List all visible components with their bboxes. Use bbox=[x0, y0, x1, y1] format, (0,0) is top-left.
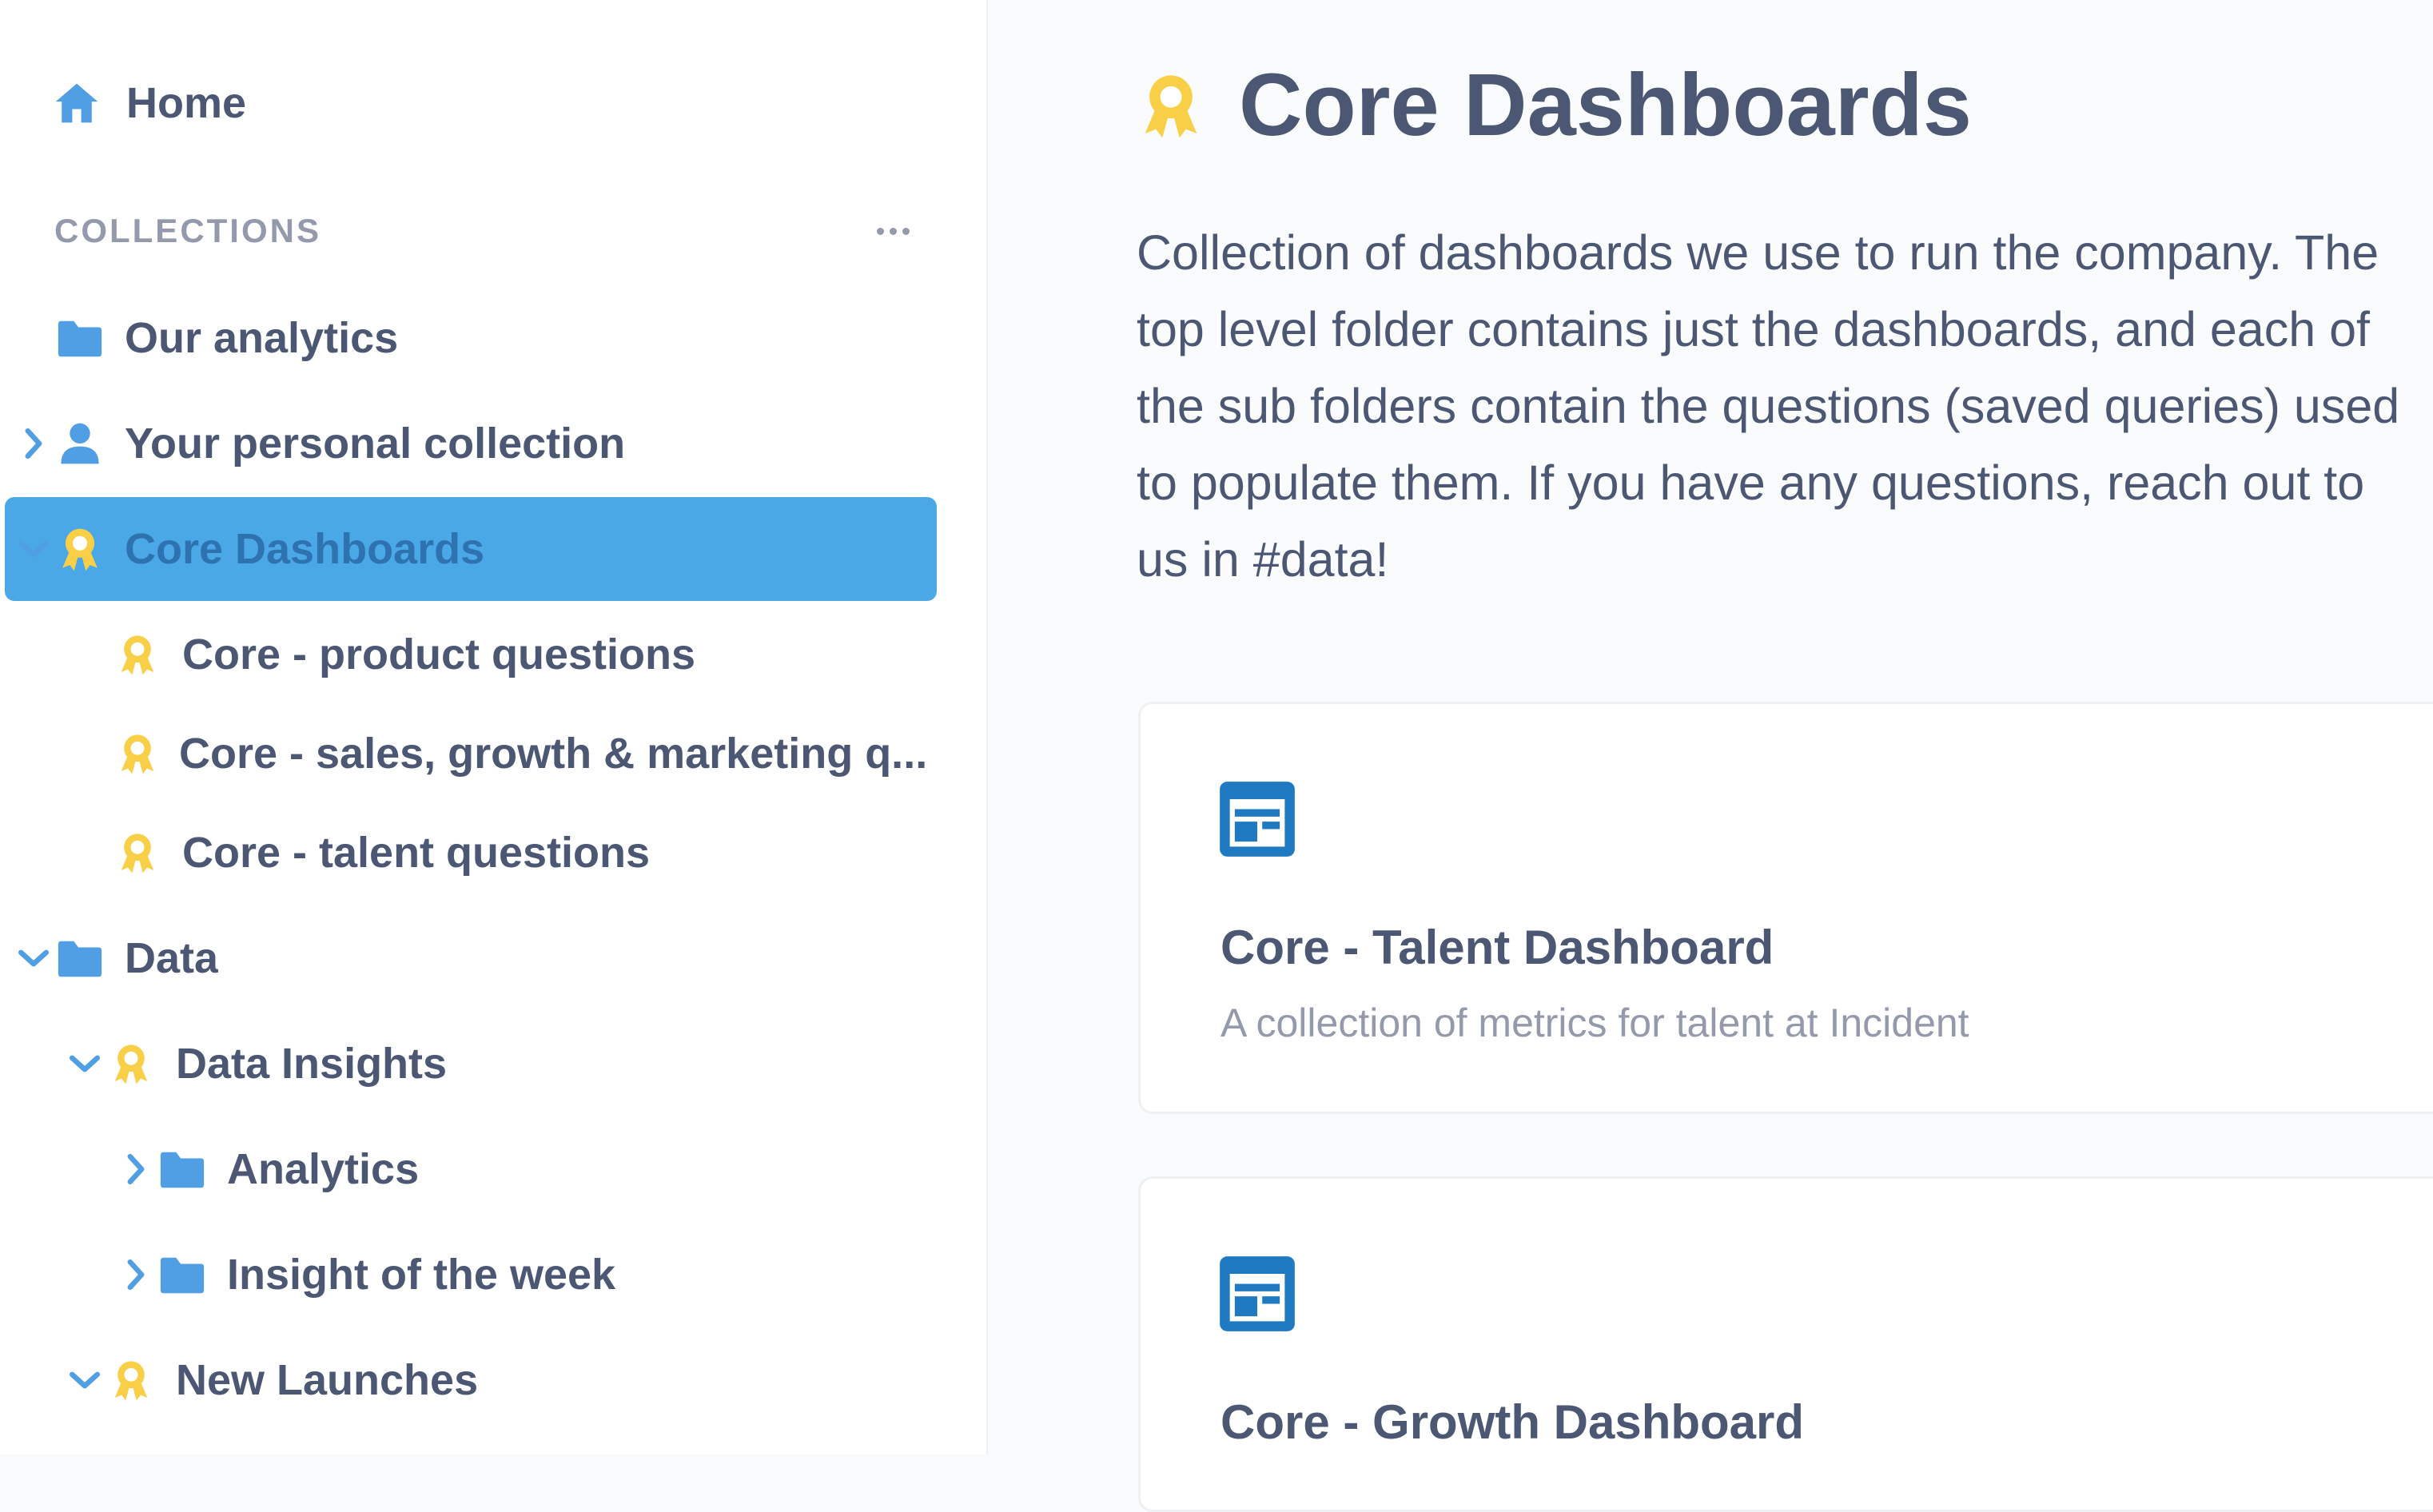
folder-icon bbox=[157, 1144, 208, 1195]
official-badge-icon bbox=[112, 827, 163, 878]
official-badge-icon bbox=[112, 728, 163, 779]
collections-header-label: COLLECTIONS bbox=[54, 212, 321, 249]
home-icon bbox=[51, 78, 102, 129]
dashboard-card-title[interactable]: Core - Talent Dashboard bbox=[1220, 921, 1774, 974]
collection-description: Collection of dashboards we use to run t… bbox=[1137, 225, 2400, 587]
sidebar-item-personal-collection[interactable]: Your personal collection bbox=[5, 392, 937, 495]
sidebar-item-new-launches[interactable]: New Launches bbox=[5, 1328, 937, 1432]
chevron-down-icon[interactable] bbox=[64, 1359, 106, 1401]
sidebar-item-core-talent-questions[interactable]: Core - talent questions bbox=[5, 801, 937, 905]
sidebar-item-label: Data bbox=[125, 934, 219, 982]
official-badge-icon bbox=[106, 1038, 157, 1089]
sidebar-item-label: Analytics bbox=[227, 1145, 420, 1193]
person-icon bbox=[54, 418, 106, 469]
more-icon[interactable] bbox=[869, 220, 918, 243]
sidebar-item-label: New Launches bbox=[176, 1356, 479, 1404]
official-badge-icon bbox=[106, 1355, 157, 1406]
sidebar: Home COLLECTIONS Our analytics Your pers… bbox=[0, 0, 988, 1454]
chevron-down-icon[interactable] bbox=[13, 937, 54, 979]
chevron-right-icon[interactable] bbox=[115, 1254, 157, 1295]
official-badge-icon bbox=[1135, 66, 1207, 145]
sidebar-item-data-insights[interactable]: Data Insights bbox=[5, 1012, 937, 1116]
chevron-right-icon[interactable] bbox=[115, 1148, 157, 1190]
sidebar-item-insight-of-the-week[interactable]: Insight of the week bbox=[5, 1223, 937, 1327]
sidebar-item-core-product-questions[interactable]: Core - product questions bbox=[5, 603, 937, 706]
sidebar-item-label: Core - talent questions bbox=[182, 829, 651, 877]
sidebar-item-label: Home bbox=[126, 79, 247, 127]
dashboard-icon bbox=[1217, 1254, 1297, 1338]
sidebar-item-label: Core - sales, growth & marketing q... bbox=[179, 730, 928, 778]
dashboard-card[interactable]: Core - Talent Dashboard A collection of … bbox=[1138, 702, 2433, 1114]
sidebar-item-label: Your personal collection bbox=[125, 420, 626, 468]
sidebar-item-home[interactable]: Home bbox=[51, 51, 983, 155]
dashboard-card-title[interactable]: Core - Growth Dashboard bbox=[1220, 1395, 1805, 1449]
sidebar-item-label: Core - product questions bbox=[182, 631, 696, 678]
official-badge-icon bbox=[54, 523, 106, 575]
sidebar-item-label: Insight of the week bbox=[227, 1251, 616, 1299]
page-title: Core Dashboards bbox=[1239, 56, 1972, 154]
sidebar-item-label: Our analytics bbox=[125, 314, 399, 362]
page-header: Core Dashboards bbox=[1135, 54, 1972, 156]
chevron-right-icon[interactable] bbox=[13, 423, 54, 464]
dashboard-card-description: A collection of metrics for talent at In… bbox=[1220, 1001, 1969, 1045]
sidebar-item-our-analytics[interactable]: Our analytics bbox=[5, 286, 937, 390]
folder-icon bbox=[54, 312, 106, 364]
folder-icon bbox=[54, 933, 106, 984]
dashboard-icon bbox=[1217, 779, 1297, 863]
folder-icon bbox=[157, 1249, 208, 1300]
collections-header: COLLECTIONS bbox=[54, 212, 918, 250]
sidebar-item-data[interactable]: Data bbox=[5, 906, 937, 1010]
dashboard-card[interactable]: Core - Growth Dashboard bbox=[1138, 1176, 2433, 1512]
main-content: Core Dashboards Collection of dashboards… bbox=[988, 0, 2433, 1512]
sidebar-item-core-sales-growth-marketing[interactable]: Core - sales, growth & marketing q... bbox=[5, 702, 937, 806]
sidebar-item-label: Core Dashboards bbox=[125, 525, 485, 573]
official-badge-icon bbox=[112, 629, 163, 680]
sidebar-item-analytics[interactable]: Analytics bbox=[5, 1117, 937, 1221]
chevron-down-icon[interactable] bbox=[13, 528, 54, 570]
sidebar-item-label: Data Insights bbox=[176, 1040, 448, 1088]
sidebar-item-core-dashboards[interactable]: Core Dashboards bbox=[5, 497, 937, 601]
chevron-down-icon[interactable] bbox=[64, 1043, 106, 1084]
